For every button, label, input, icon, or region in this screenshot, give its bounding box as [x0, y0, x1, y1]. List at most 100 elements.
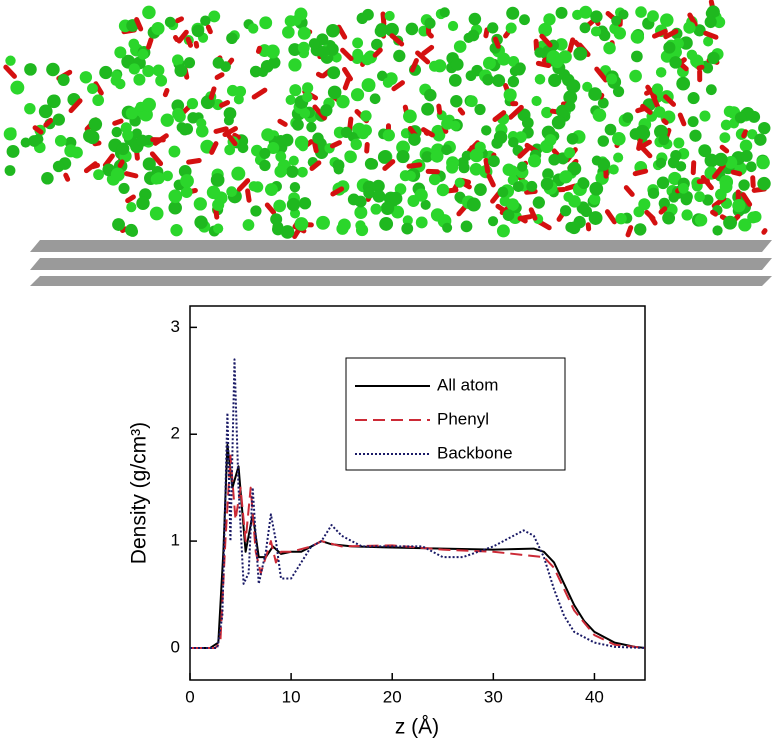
atom: [118, 182, 130, 194]
atom: [687, 92, 700, 105]
bond: [663, 94, 677, 107]
atom: [210, 173, 225, 187]
atom: [429, 60, 441, 72]
bond: [380, 11, 387, 27]
bond: [219, 100, 231, 108]
atom: [308, 38, 320, 50]
atom: [496, 224, 510, 238]
atom: [604, 123, 617, 136]
atom: [532, 196, 545, 209]
bond: [176, 29, 189, 44]
atom: [707, 51, 720, 65]
bond: [329, 140, 342, 149]
atom: [327, 85, 342, 100]
bond: [623, 185, 635, 197]
bond: [740, 192, 753, 207]
atom: [466, 197, 481, 212]
atom: [706, 5, 720, 19]
atom: [52, 113, 65, 126]
legend-box: [345, 357, 566, 471]
bond: [696, 178, 710, 185]
bond: [456, 204, 468, 217]
atom: [286, 197, 301, 212]
atom: [149, 206, 164, 221]
atom: [482, 73, 494, 86]
atom: [658, 197, 670, 210]
atom: [446, 161, 459, 174]
atom: [441, 144, 452, 156]
atom: [363, 187, 375, 199]
bond: [213, 126, 229, 134]
atom: [194, 215, 208, 229]
atom: [673, 137, 685, 149]
bond: [232, 132, 241, 140]
atom: [568, 195, 581, 208]
atom: [629, 69, 642, 83]
atom: [687, 116, 699, 128]
atom: [377, 150, 392, 164]
atom: [234, 85, 247, 98]
atom: [465, 70, 477, 82]
atom: [354, 195, 367, 208]
legend-label: Phenyl: [437, 409, 489, 428]
atom: [681, 209, 693, 221]
series-line: [190, 443, 646, 649]
atom: [634, 223, 647, 236]
substrate-layer: [30, 240, 772, 252]
atom: [703, 36, 714, 47]
bond: [277, 118, 288, 127]
atom: [340, 126, 353, 139]
atom: [320, 104, 333, 117]
atom: [212, 198, 225, 212]
bond: [342, 77, 351, 91]
x-tick-label: 30: [484, 687, 503, 706]
atom: [170, 224, 183, 237]
atom: [213, 223, 224, 234]
x-axis-title: z (Å): [395, 716, 439, 739]
atom: [141, 97, 156, 112]
atom: [651, 83, 664, 95]
atom: [389, 191, 403, 206]
bond: [32, 125, 44, 135]
bond: [524, 188, 538, 195]
atom: [289, 181, 301, 193]
atom: [698, 144, 712, 158]
atom: [548, 153, 561, 166]
atom: [374, 24, 388, 38]
bond: [224, 130, 238, 147]
atom: [280, 225, 295, 239]
bond: [391, 80, 405, 92]
atom: [502, 163, 515, 176]
bond: [264, 202, 277, 215]
atom: [220, 61, 231, 72]
atom: [186, 98, 199, 110]
atom: [597, 158, 611, 171]
bond: [636, 135, 644, 151]
bond: [112, 118, 124, 126]
bond: [712, 163, 726, 180]
atom: [142, 64, 155, 78]
atom: [337, 218, 351, 232]
atom: [658, 134, 670, 146]
atom: [474, 103, 486, 116]
atom: [712, 225, 723, 236]
atom: [93, 169, 104, 181]
bond: [43, 117, 54, 128]
bond: [3, 64, 17, 79]
atom: [714, 152, 728, 167]
atom: [421, 102, 435, 116]
atom: [747, 129, 758, 140]
atom: [391, 205, 405, 219]
atom: [46, 62, 60, 77]
atom: [732, 198, 746, 213]
atom: [655, 157, 667, 169]
atom: [24, 63, 37, 76]
atom: [668, 192, 679, 203]
atom: [28, 135, 41, 147]
atom: [5, 55, 16, 66]
bond: [330, 186, 345, 197]
atom: [352, 48, 364, 60]
atom: [110, 167, 125, 182]
bond: [342, 66, 353, 82]
atom: [613, 152, 624, 163]
